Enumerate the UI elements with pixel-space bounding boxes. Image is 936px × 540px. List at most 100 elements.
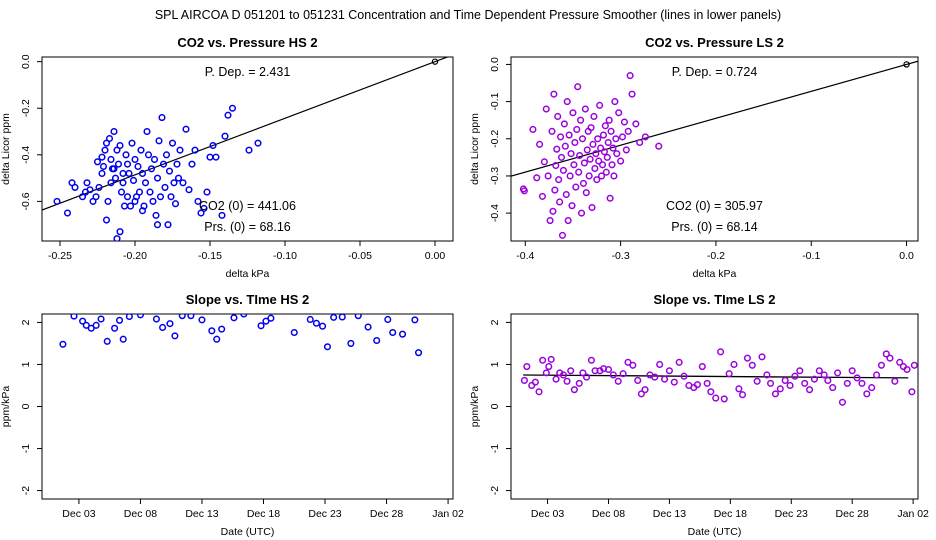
p4-data-point xyxy=(675,358,683,366)
p1-data-point xyxy=(111,174,120,182)
p1-y-tick-label: -0.6 xyxy=(20,192,32,210)
p1-x-tick-label: -0.10 xyxy=(273,250,297,262)
p2-data-point xyxy=(573,125,581,134)
p4-y-tick-label: -1 xyxy=(489,444,501,453)
p3-y-tick-label: 2 xyxy=(20,319,32,325)
p2-data-point xyxy=(594,135,602,143)
p2-data-point xyxy=(601,122,609,130)
p4-data-point xyxy=(820,371,828,379)
p1-data-point xyxy=(122,151,130,159)
p3-data-point xyxy=(159,323,167,332)
p1-data-point xyxy=(116,228,124,236)
p1-data-point xyxy=(93,158,102,166)
p2-data-point xyxy=(580,159,588,167)
p3-data-point xyxy=(87,324,95,332)
p2-data-point xyxy=(577,209,586,217)
p2-panel xyxy=(506,56,919,246)
p2-data-point xyxy=(558,231,567,239)
p3-data-point xyxy=(171,332,179,340)
p2-data-point xyxy=(618,133,627,141)
p4-data-point xyxy=(868,384,876,392)
p2-data-point xyxy=(548,127,556,135)
p4-data-point xyxy=(725,370,733,378)
p2-data-point xyxy=(578,135,587,143)
p1-data-point xyxy=(144,151,153,159)
p1-x-tick-label: -0.15 xyxy=(198,250,222,262)
p4-data-point xyxy=(877,361,885,369)
p2-data-point xyxy=(608,161,616,169)
p3-plot-frame xyxy=(41,313,454,500)
p1-data-point xyxy=(245,146,253,154)
p3-x-tick-label: Dec 13 xyxy=(185,508,218,520)
p4-data-point xyxy=(843,379,851,387)
p2-data-point xyxy=(536,140,544,148)
p1-data-point xyxy=(135,188,144,196)
p4-data-point xyxy=(614,377,622,385)
p4-data-point xyxy=(735,385,743,393)
p2-data-point xyxy=(569,109,577,117)
p2-data-point xyxy=(533,174,541,182)
p2-data-point xyxy=(613,150,621,158)
p2-data-point xyxy=(559,166,567,174)
p1-data-point xyxy=(131,197,139,205)
p2-data-point xyxy=(582,189,590,197)
p2-data-point xyxy=(552,161,560,170)
p2-data-point xyxy=(542,105,550,113)
p3-data-point xyxy=(115,316,124,324)
p1-data-point xyxy=(117,188,126,196)
p1-data-point xyxy=(150,155,159,164)
p1-data-point xyxy=(185,186,193,194)
p1-data-point xyxy=(125,169,133,178)
p2-data-point xyxy=(605,116,613,124)
p3-data-point xyxy=(257,322,265,330)
p1-y-tick-label: 0.0 xyxy=(20,54,32,69)
p2-origin-point xyxy=(903,61,910,68)
p2-data-point xyxy=(589,140,597,148)
p1-data-point xyxy=(105,134,114,143)
p4-x-axis-label: Date (UTC) xyxy=(688,526,742,538)
p1-data-point xyxy=(179,179,187,187)
p2-data-point xyxy=(520,187,528,195)
p4-data-point xyxy=(552,375,560,383)
p1-data-point xyxy=(138,207,147,215)
p2-data-point xyxy=(538,192,547,200)
p4-data-point xyxy=(651,373,659,381)
p2-data-point xyxy=(607,127,615,135)
p4-data-point xyxy=(523,363,531,371)
p2-data-point xyxy=(585,172,593,180)
p2-data-point xyxy=(540,158,548,166)
p2-title: CO2 vs. Pressure LS 2 xyxy=(645,35,784,50)
p4-data-point xyxy=(848,367,856,375)
p2-data-point xyxy=(603,153,611,161)
p3-y-axis-label: ppm/kPa xyxy=(0,386,12,428)
p1-data-point xyxy=(129,176,138,184)
p1-origin-point xyxy=(431,58,439,65)
p4-data-point xyxy=(767,379,775,387)
p1-data-point xyxy=(191,146,199,154)
p3-data-point xyxy=(312,319,320,327)
p1-data-point xyxy=(134,162,142,171)
p3-x-tick-label: Dec 23 xyxy=(308,508,341,520)
p2-x-axis-label: delta kPa xyxy=(693,268,737,280)
p1-data-point xyxy=(113,235,121,241)
p1-y-tick-label: -0.2 xyxy=(20,99,32,117)
p4-data-point xyxy=(910,361,918,369)
p4-data-point xyxy=(738,391,747,399)
p2-y-tick-label: -0.3 xyxy=(489,167,501,185)
p2-x-tick-label: -0.4 xyxy=(516,250,534,262)
p4-data-point xyxy=(670,378,678,386)
page-title: SPL AIRCOA D 051201 to 051231 Concentrat… xyxy=(155,8,781,22)
p1-data-point xyxy=(138,169,147,178)
p4-data-point xyxy=(763,371,771,379)
p3-data-point xyxy=(330,314,338,321)
p2-data-point xyxy=(604,138,612,147)
p2-data-point xyxy=(609,144,617,152)
p4-data-point xyxy=(712,394,720,402)
p2-data-point xyxy=(591,164,599,173)
p1-data-point xyxy=(168,139,177,147)
p1-data-point xyxy=(147,165,156,173)
p2-data-point xyxy=(576,151,584,160)
p4-y-axis-label: ppm/kPa xyxy=(469,386,481,428)
p4-data-point xyxy=(531,378,539,386)
p4-data-point xyxy=(834,369,842,377)
